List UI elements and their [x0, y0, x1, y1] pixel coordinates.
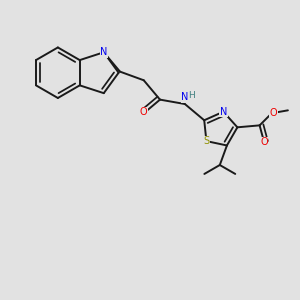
Text: N: N — [100, 47, 107, 57]
Text: O: O — [140, 107, 148, 117]
Text: N: N — [220, 107, 227, 117]
Text: O: O — [260, 137, 268, 147]
Text: H: H — [188, 91, 195, 100]
Text: N: N — [181, 92, 189, 103]
Text: S: S — [203, 136, 209, 146]
Text: O: O — [269, 108, 277, 118]
